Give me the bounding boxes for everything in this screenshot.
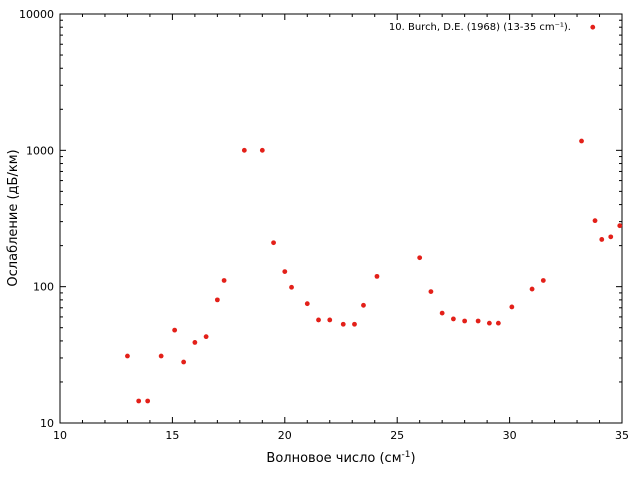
data-point — [590, 24, 596, 30]
data-point — [340, 321, 346, 327]
data-points — [125, 24, 623, 404]
data-point — [361, 302, 366, 308]
data-point — [241, 147, 247, 153]
data-point — [327, 317, 333, 323]
data-point — [529, 286, 535, 292]
x-tick-label: 20 — [278, 429, 292, 442]
data-point — [439, 310, 445, 316]
data-point — [540, 278, 546, 283]
data-point — [172, 327, 178, 333]
y-tick-label: 10000 — [19, 8, 54, 21]
x-tick-label: 15 — [165, 429, 179, 442]
data-point — [136, 398, 142, 404]
data-point — [475, 318, 481, 324]
data-point — [158, 353, 164, 359]
data-point — [495, 320, 501, 326]
data-point — [316, 317, 321, 323]
data-point — [451, 316, 456, 322]
axis-ticks — [59, 14, 623, 424]
x-tick-label: 10 — [53, 429, 67, 442]
data-point — [214, 297, 220, 303]
data-point — [374, 273, 380, 279]
data-point — [145, 398, 151, 404]
axis-tick-labels: 10 15 20 25 30 35 10 100 1000 10000 — [19, 8, 629, 442]
data-point — [352, 321, 357, 327]
data-point — [125, 353, 130, 359]
x-tick-label: 30 — [503, 429, 517, 442]
data-point — [617, 223, 623, 229]
plot-frame — [59, 13, 623, 424]
legend-label: 10. Burch, D.E. (1968) (13-35 cm⁻¹). — [389, 22, 571, 33]
data-point — [289, 284, 294, 290]
data-point — [203, 334, 209, 340]
x-axis-label: Волновое число (см-1) — [266, 450, 415, 466]
data-point — [417, 255, 423, 261]
data-point — [486, 320, 492, 326]
data-point — [181, 359, 187, 365]
data-point — [192, 340, 198, 345]
data-point — [271, 240, 276, 246]
data-point — [259, 147, 265, 153]
y-tick-label: 1000 — [26, 144, 54, 157]
y-tick-label: 100 — [33, 281, 54, 294]
data-point — [608, 234, 614, 240]
y-axis-label: Ослабление (дБ/км) — [6, 149, 21, 286]
data-point — [304, 301, 310, 307]
data-point — [592, 218, 598, 224]
data-point — [428, 289, 434, 295]
data-point — [509, 304, 515, 310]
x-tick-label: 25 — [390, 429, 404, 442]
data-point — [579, 138, 584, 144]
data-point — [282, 269, 288, 274]
data-point — [221, 278, 227, 283]
data-point — [599, 237, 605, 242]
data-point — [462, 318, 468, 324]
y-tick-label: 10 — [40, 417, 54, 430]
x-tick-label: 35 — [615, 429, 629, 442]
